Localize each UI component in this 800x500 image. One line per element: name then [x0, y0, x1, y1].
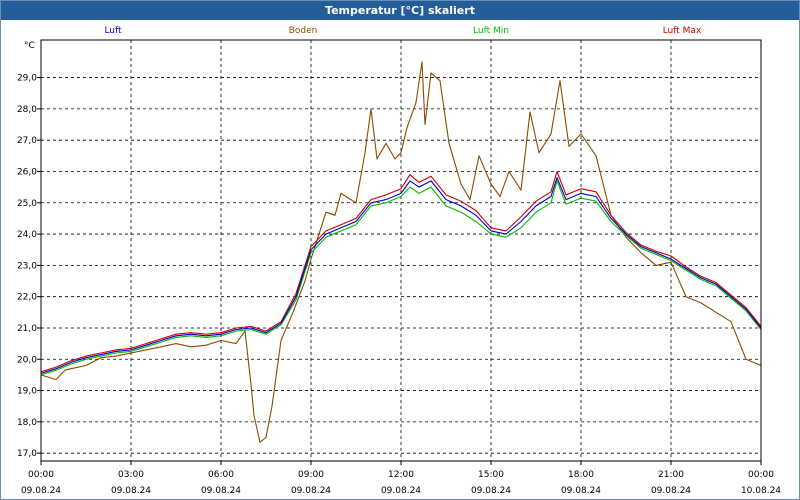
x-tick-date: 09.08.24 — [381, 486, 421, 496]
y-tick-label: 21,0 — [17, 324, 37, 334]
series-lines — [40, 61, 762, 443]
y-tick-label: 20,0 — [17, 355, 37, 365]
x-tick-date: 09.08.24 — [111, 486, 151, 496]
y-tick-label: 22,0 — [17, 293, 37, 303]
x-tick-date: 09.08.24 — [21, 486, 61, 496]
series-line-boden — [40, 61, 762, 443]
x-tick-time: 09:00 — [298, 470, 324, 480]
chart-title: Temperatur [°C] skaliert — [1, 1, 799, 20]
x-tick-time: 18:00 — [568, 470, 594, 480]
x-tick-time: 03:00 — [118, 470, 144, 480]
x-tick-time: 12:00 — [388, 470, 414, 480]
legend-luft-min: Luft Min — [473, 26, 509, 36]
x-tick-date: 09.08.24 — [651, 486, 691, 496]
x-tick-date: 09.08.24 — [561, 486, 601, 496]
y-tick-label: 25,0 — [17, 199, 37, 209]
series-line-luft-min — [40, 180, 762, 376]
y-tick-label: 17,0 — [17, 449, 37, 459]
x-tick-date: 09.08.24 — [291, 486, 331, 496]
legend-luft: Luft — [104, 26, 122, 36]
x-tick-time: 00:00 — [748, 470, 774, 480]
legend-boden: Boden — [289, 26, 318, 36]
y-axis-label: °C — [24, 41, 35, 51]
y-tick-label: 26,0 — [17, 167, 37, 177]
x-tick-time: 21:00 — [658, 470, 684, 480]
y-tick-label: 28,0 — [17, 105, 37, 115]
series-line-luft — [40, 177, 762, 374]
legend-luft-max: Luft Max — [663, 26, 702, 36]
y-tick-label: 29,0 — [17, 74, 37, 84]
legend: Luft Boden Luft Min Luft Max — [104, 26, 702, 36]
x-tick-time: 00:00 — [28, 470, 54, 480]
series-line-luft-max — [40, 170, 762, 373]
y-tick-label: 18,0 — [17, 418, 37, 428]
y-tick-label: 19,0 — [17, 387, 37, 397]
plot-border — [40, 39, 762, 462]
y-tick-label: 24,0 — [17, 230, 37, 240]
x-tick-date: 10.08.24 — [741, 486, 781, 496]
y-tick-label: 23,0 — [17, 261, 37, 271]
x-tick-time: 06:00 — [208, 470, 234, 480]
x-tick-date: 09.08.24 — [471, 486, 511, 496]
grid-lines — [41, 40, 761, 461]
axes: 17,0 18,0 19,0 20,0 21,0 22,0 23,0 24,0 25,0 26,0… — [17, 39, 781, 496]
y-tick-label: 27,0 — [17, 136, 37, 146]
x-tick-time: 15:00 — [478, 470, 504, 480]
x-tick-date: 09.08.24 — [201, 486, 241, 496]
